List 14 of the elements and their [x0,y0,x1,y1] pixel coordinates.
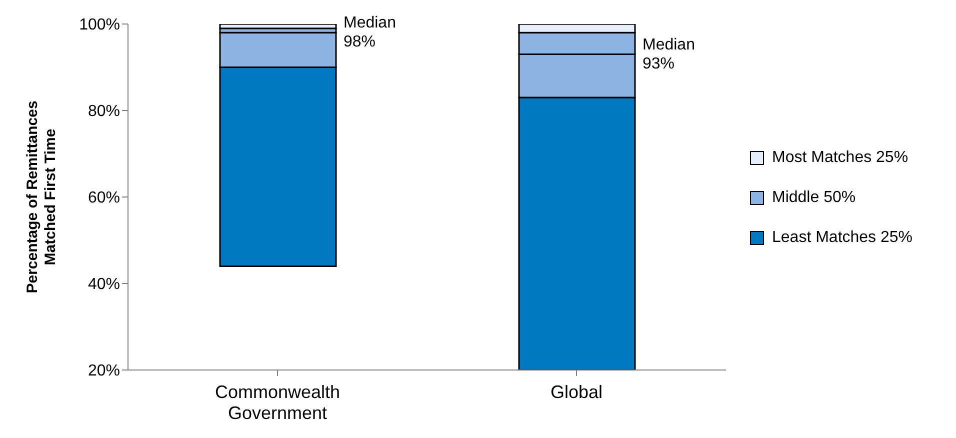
y-tick-label: 20% [88,362,120,380]
bar [219,24,337,30]
y-tick-label: 80% [88,103,120,120]
x-tick-label: Global [550,382,603,402]
y-tick-label: 60% [88,190,120,207]
x-tick-label: Commonwealth Government [214,382,340,423]
y-tick-label: 40% [88,276,120,294]
legend-label: Least Matches 25% [772,229,913,247]
y-tick-label: 100% [79,16,120,34]
annotation: Median 93% [642,36,695,72]
annotation: Median 98% [344,14,396,51]
legend-label: Middle 50% [772,189,856,207]
legend-label: Most Matches 25% [772,149,908,167]
y-axis-title: Percentage of Remittances Matched First Time [24,100,59,294]
